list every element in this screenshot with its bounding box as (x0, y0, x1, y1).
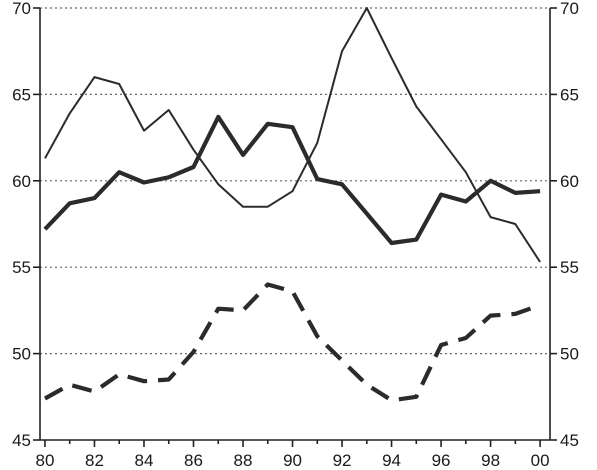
y-tick-label-left: 65 (12, 85, 31, 104)
y-tick-label-right: 55 (560, 258, 579, 277)
y-tick-label-left: 60 (12, 172, 31, 191)
y-tick-label-right: 65 (560, 85, 579, 104)
x-tick-label: 94 (382, 451, 401, 470)
series-lines (43, 7, 541, 403)
x-tick-label: 84 (135, 451, 154, 470)
x-tick-label: 00 (531, 451, 550, 470)
y-tick-label-right: 45 (560, 431, 579, 450)
y-tick-label-right: 70 (560, 0, 579, 18)
series-line-thin-solid (44, 7, 541, 263)
x-tick-label: 90 (283, 451, 302, 470)
x-tick-label: 88 (234, 451, 253, 470)
x-tick-label: 92 (333, 451, 352, 470)
plot-frame (39, 8, 551, 441)
y-tick-label-left: 45 (12, 431, 31, 450)
y-tick-label-left: 50 (12, 345, 31, 364)
y-tick-label-left: 70 (12, 0, 31, 18)
x-tick-label: 98 (481, 451, 500, 470)
grid-lines (40, 7, 550, 355)
x-tick-label: 80 (35, 451, 54, 470)
y-tick-label-right: 50 (560, 345, 579, 364)
x-tick-label: 96 (432, 451, 451, 470)
series-line-thick-solid (43, 114, 541, 246)
x-tick-label: 86 (184, 451, 203, 470)
series-line-thick-dashed (43, 282, 541, 403)
tick-labels: 45 50 55 60 65 70 45 50 55 60 65 70 80 82 84 86 88 90 92 94… (12, 0, 579, 470)
x-tick-label: 82 (85, 451, 104, 470)
y-tick-label-left: 55 (12, 258, 31, 277)
axis-ticks (33, 7, 557, 447)
y-tick-label-right: 60 (560, 172, 579, 191)
